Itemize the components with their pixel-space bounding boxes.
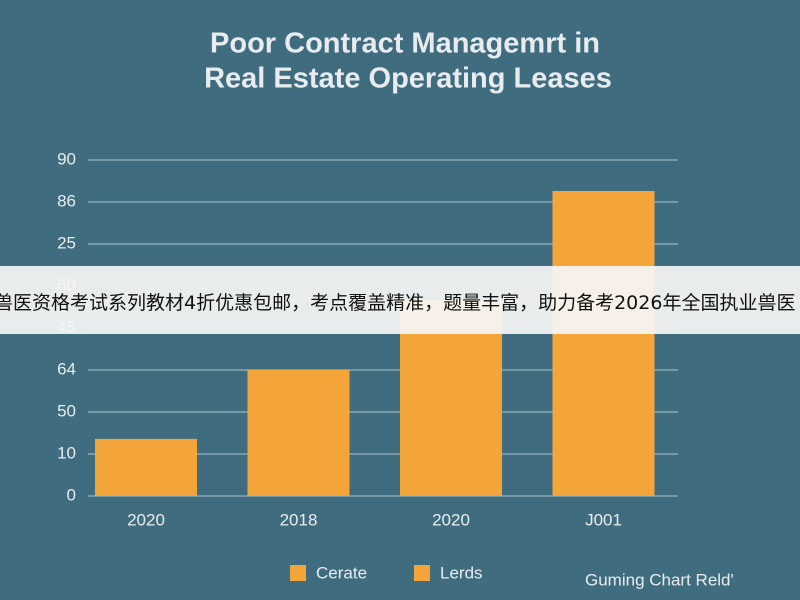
legend-swatch <box>414 565 430 581</box>
x-tick-label: 2020 <box>432 510 470 529</box>
x-tick-label: 2018 <box>280 510 318 529</box>
y-tick-label: 25 <box>57 233 76 252</box>
y-tick-label: 0 <box>67 485 76 504</box>
x-tick-label: 2020 <box>127 510 165 529</box>
bar <box>247 369 350 496</box>
banner-text[interactable]: 兽医资格考试系列教材4折优惠包邮，考点覆盖精准，题量丰富，助力备考2026年全国… <box>0 292 796 314</box>
y-tick-label: 64 <box>57 359 76 378</box>
bar <box>95 438 197 496</box>
y-tick-label: 90 <box>57 149 76 168</box>
legend-label: Lerds <box>440 563 483 582</box>
x-tick-label: J001 <box>585 510 622 529</box>
y-tick-label: 86 <box>57 191 76 210</box>
y-tick-label: 50 <box>57 401 76 420</box>
ad-banner[interactable]: 兽医资格考试系列教材4折优惠包邮，考点覆盖精准，题量丰富，助力备考2026年全国… <box>0 266 800 334</box>
y-tick-label: 10 <box>57 443 76 462</box>
legend-swatch <box>290 565 306 581</box>
footer: Guming Chart Reld' <box>585 570 734 589</box>
chart-title: Poor Contract Managemrt in <box>210 28 600 60</box>
chart-title: Real Estate Operating Leases <box>204 63 612 95</box>
bar <box>552 190 655 496</box>
legend-label: Cerate <box>316 563 367 582</box>
